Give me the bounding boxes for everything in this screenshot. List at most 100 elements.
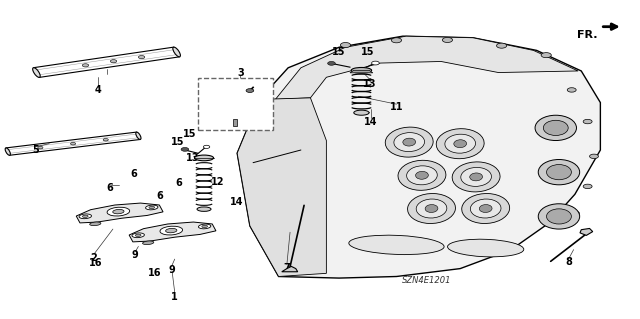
Text: 15: 15: [171, 137, 185, 147]
Polygon shape: [237, 98, 326, 277]
Ellipse shape: [260, 102, 264, 104]
Ellipse shape: [535, 115, 577, 141]
Ellipse shape: [83, 215, 88, 218]
Circle shape: [567, 88, 576, 92]
Text: 14: 14: [364, 116, 378, 127]
Text: 15: 15: [182, 129, 196, 139]
Ellipse shape: [132, 233, 145, 238]
Ellipse shape: [149, 206, 155, 209]
Ellipse shape: [203, 111, 213, 115]
Ellipse shape: [543, 120, 568, 136]
Ellipse shape: [213, 117, 222, 120]
Ellipse shape: [408, 194, 456, 224]
Ellipse shape: [403, 138, 415, 146]
Text: 7: 7: [284, 263, 290, 273]
Circle shape: [70, 142, 76, 145]
Ellipse shape: [354, 110, 369, 115]
Ellipse shape: [195, 155, 214, 161]
Circle shape: [497, 43, 507, 48]
Ellipse shape: [90, 222, 101, 226]
Ellipse shape: [257, 101, 267, 105]
Ellipse shape: [145, 205, 158, 210]
Circle shape: [83, 64, 89, 67]
Ellipse shape: [202, 225, 207, 227]
Ellipse shape: [445, 134, 476, 153]
Polygon shape: [237, 36, 600, 278]
Ellipse shape: [160, 226, 182, 235]
Text: FR.: FR.: [577, 30, 597, 40]
Polygon shape: [76, 203, 163, 223]
Text: 10: 10: [240, 115, 253, 125]
Text: 9: 9: [168, 264, 175, 275]
Ellipse shape: [349, 235, 444, 255]
Text: 13: 13: [363, 78, 376, 89]
Circle shape: [589, 154, 598, 159]
Circle shape: [583, 119, 592, 124]
Ellipse shape: [461, 167, 492, 186]
Text: 13: 13: [186, 153, 199, 163]
Text: SZN4E1201: SZN4E1201: [403, 276, 452, 285]
Ellipse shape: [351, 68, 372, 73]
Text: 16: 16: [148, 268, 161, 278]
Ellipse shape: [33, 68, 40, 78]
Text: 5: 5: [32, 145, 38, 155]
Circle shape: [541, 53, 551, 58]
Ellipse shape: [5, 148, 10, 155]
Ellipse shape: [394, 133, 424, 152]
Text: 6: 6: [106, 183, 113, 193]
Polygon shape: [350, 70, 373, 73]
Circle shape: [328, 62, 335, 65]
Circle shape: [570, 211, 579, 215]
Ellipse shape: [452, 162, 500, 192]
Circle shape: [38, 146, 43, 149]
Ellipse shape: [225, 104, 244, 111]
Ellipse shape: [107, 207, 130, 216]
Polygon shape: [33, 47, 179, 78]
Text: 14: 14: [230, 197, 244, 207]
Ellipse shape: [385, 127, 433, 157]
Text: 4: 4: [95, 85, 102, 95]
Ellipse shape: [173, 47, 180, 57]
Ellipse shape: [206, 112, 211, 114]
Text: 15: 15: [332, 47, 346, 57]
Circle shape: [392, 38, 401, 43]
Polygon shape: [275, 36, 578, 100]
Ellipse shape: [406, 166, 437, 185]
Circle shape: [181, 147, 189, 151]
Text: 8: 8: [565, 257, 572, 267]
Ellipse shape: [135, 234, 141, 236]
Circle shape: [110, 60, 116, 63]
Polygon shape: [580, 228, 593, 235]
Ellipse shape: [470, 173, 483, 181]
Ellipse shape: [143, 241, 154, 245]
Text: 16: 16: [89, 258, 102, 268]
Text: 9: 9: [132, 250, 139, 260]
Circle shape: [103, 138, 108, 141]
Ellipse shape: [447, 239, 524, 257]
Text: 17: 17: [246, 85, 260, 96]
Text: 15: 15: [361, 47, 374, 57]
Polygon shape: [129, 222, 216, 242]
Circle shape: [340, 42, 351, 48]
Text: 11: 11: [390, 102, 403, 112]
Text: 3: 3: [237, 68, 244, 78]
Ellipse shape: [547, 209, 572, 224]
Ellipse shape: [398, 160, 446, 190]
Bar: [233, 119, 237, 126]
Circle shape: [372, 61, 380, 65]
Polygon shape: [6, 132, 140, 155]
Ellipse shape: [547, 165, 572, 180]
FancyBboxPatch shape: [198, 78, 273, 130]
Circle shape: [442, 37, 452, 42]
Ellipse shape: [415, 171, 428, 179]
Ellipse shape: [230, 106, 239, 109]
Circle shape: [583, 184, 592, 189]
Ellipse shape: [538, 160, 580, 185]
Ellipse shape: [436, 129, 484, 159]
Circle shape: [204, 145, 210, 148]
Text: 6: 6: [131, 169, 138, 179]
Ellipse shape: [461, 194, 509, 224]
Ellipse shape: [113, 209, 124, 214]
Circle shape: [246, 89, 253, 93]
Ellipse shape: [454, 140, 467, 148]
